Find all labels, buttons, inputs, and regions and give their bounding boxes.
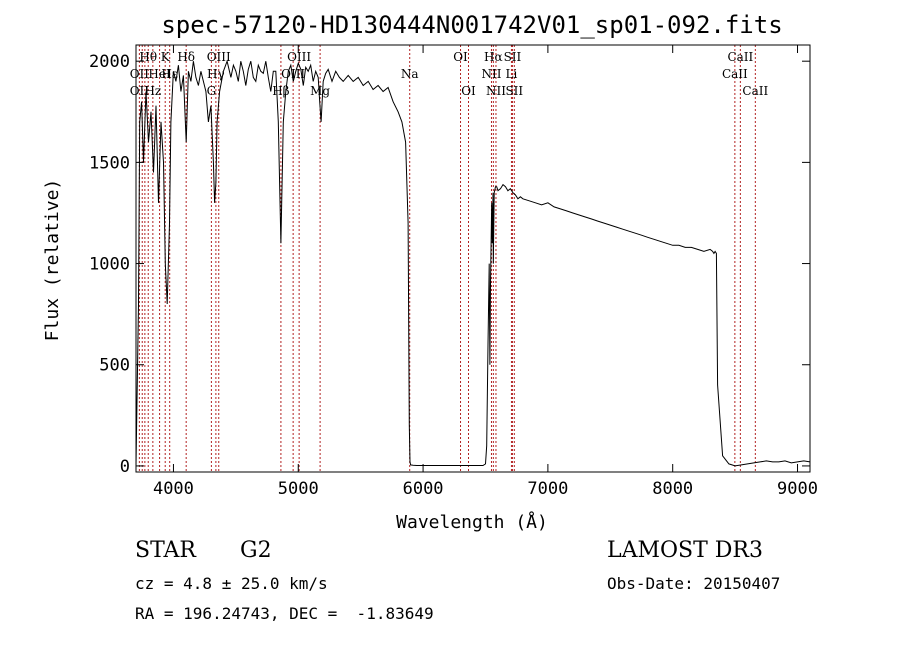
x-tick-label: 9000 bbox=[777, 479, 818, 499]
line-marker-label: Li bbox=[506, 67, 518, 81]
line-marker-label: NII bbox=[481, 67, 501, 81]
line-marker-label: Hε bbox=[161, 67, 178, 81]
line-marker-label: Mg bbox=[310, 84, 330, 98]
line-marker-label: Hδ bbox=[177, 50, 195, 64]
chart-title: spec-57120-HD130444N001742V01_sp01-092.f… bbox=[161, 11, 782, 39]
spectrum-line bbox=[135, 59, 811, 467]
line-marker-label: OI bbox=[453, 50, 468, 64]
line-marker-label: CaII bbox=[742, 84, 768, 98]
observation-date: Obs-Date: 20150407 bbox=[607, 574, 781, 593]
line-marker-label: Hz bbox=[144, 84, 161, 98]
spectral-subclass: G2 bbox=[240, 538, 272, 563]
line-marker-label: CaII bbox=[722, 67, 748, 81]
line-marker-label: CaII bbox=[727, 50, 753, 64]
line-marker-label: Hθ bbox=[139, 50, 157, 64]
x-axis: 4000 5000 6000 7000 8000 9000 bbox=[153, 45, 818, 499]
survey-name: LAMOST DR3 bbox=[607, 538, 763, 563]
line-marker-label: OII bbox=[130, 67, 150, 81]
x-tick-label: 7000 bbox=[527, 479, 568, 499]
line-marker-label: SII bbox=[504, 50, 522, 64]
y-axis-label: Flux (relative) bbox=[42, 179, 63, 342]
line-marker-label: HeI bbox=[148, 67, 171, 81]
line-marker-label: K bbox=[161, 50, 171, 64]
redshift-cz: cz = 4.8 ± 25.0 km/s bbox=[135, 574, 328, 593]
object-class: STAR bbox=[135, 538, 196, 563]
x-tick-label: 4000 bbox=[153, 479, 194, 499]
line-marker-label: G bbox=[207, 84, 217, 98]
line-marker-label: NII bbox=[486, 84, 506, 98]
line-marker-label: OIII bbox=[287, 50, 311, 64]
line-marker-label: OIII bbox=[207, 50, 231, 64]
y-axis: 0 500 1000 1500 2000 bbox=[89, 52, 810, 477]
line-marker-label: Hγ bbox=[207, 67, 225, 81]
line-marker-label: OI bbox=[461, 84, 476, 98]
x-tick-label: 5000 bbox=[278, 479, 319, 499]
coordinates: RA = 196.24743, DEC = -1.83649 bbox=[135, 604, 434, 623]
y-tick-label: 2000 bbox=[89, 52, 130, 72]
line-marker-label: SII bbox=[505, 84, 523, 98]
line-marker-label: Na bbox=[401, 67, 419, 81]
emission-line-markers bbox=[138, 45, 756, 472]
x-tick-label: 8000 bbox=[652, 479, 693, 499]
plot-frame bbox=[135, 44, 811, 473]
x-axis-label: Wavelength (Å) bbox=[396, 511, 548, 533]
line-marker-label: OII bbox=[130, 84, 150, 98]
y-tick-label: 0 bbox=[120, 457, 130, 477]
line-marker-label: Hβ bbox=[272, 84, 289, 98]
y-tick-label: 500 bbox=[99, 356, 130, 376]
line-marker-label: Hα bbox=[484, 50, 503, 64]
y-tick-label: 1000 bbox=[89, 255, 130, 275]
y-tick-label: 1500 bbox=[89, 153, 130, 173]
x-tick-label: 6000 bbox=[403, 479, 444, 499]
